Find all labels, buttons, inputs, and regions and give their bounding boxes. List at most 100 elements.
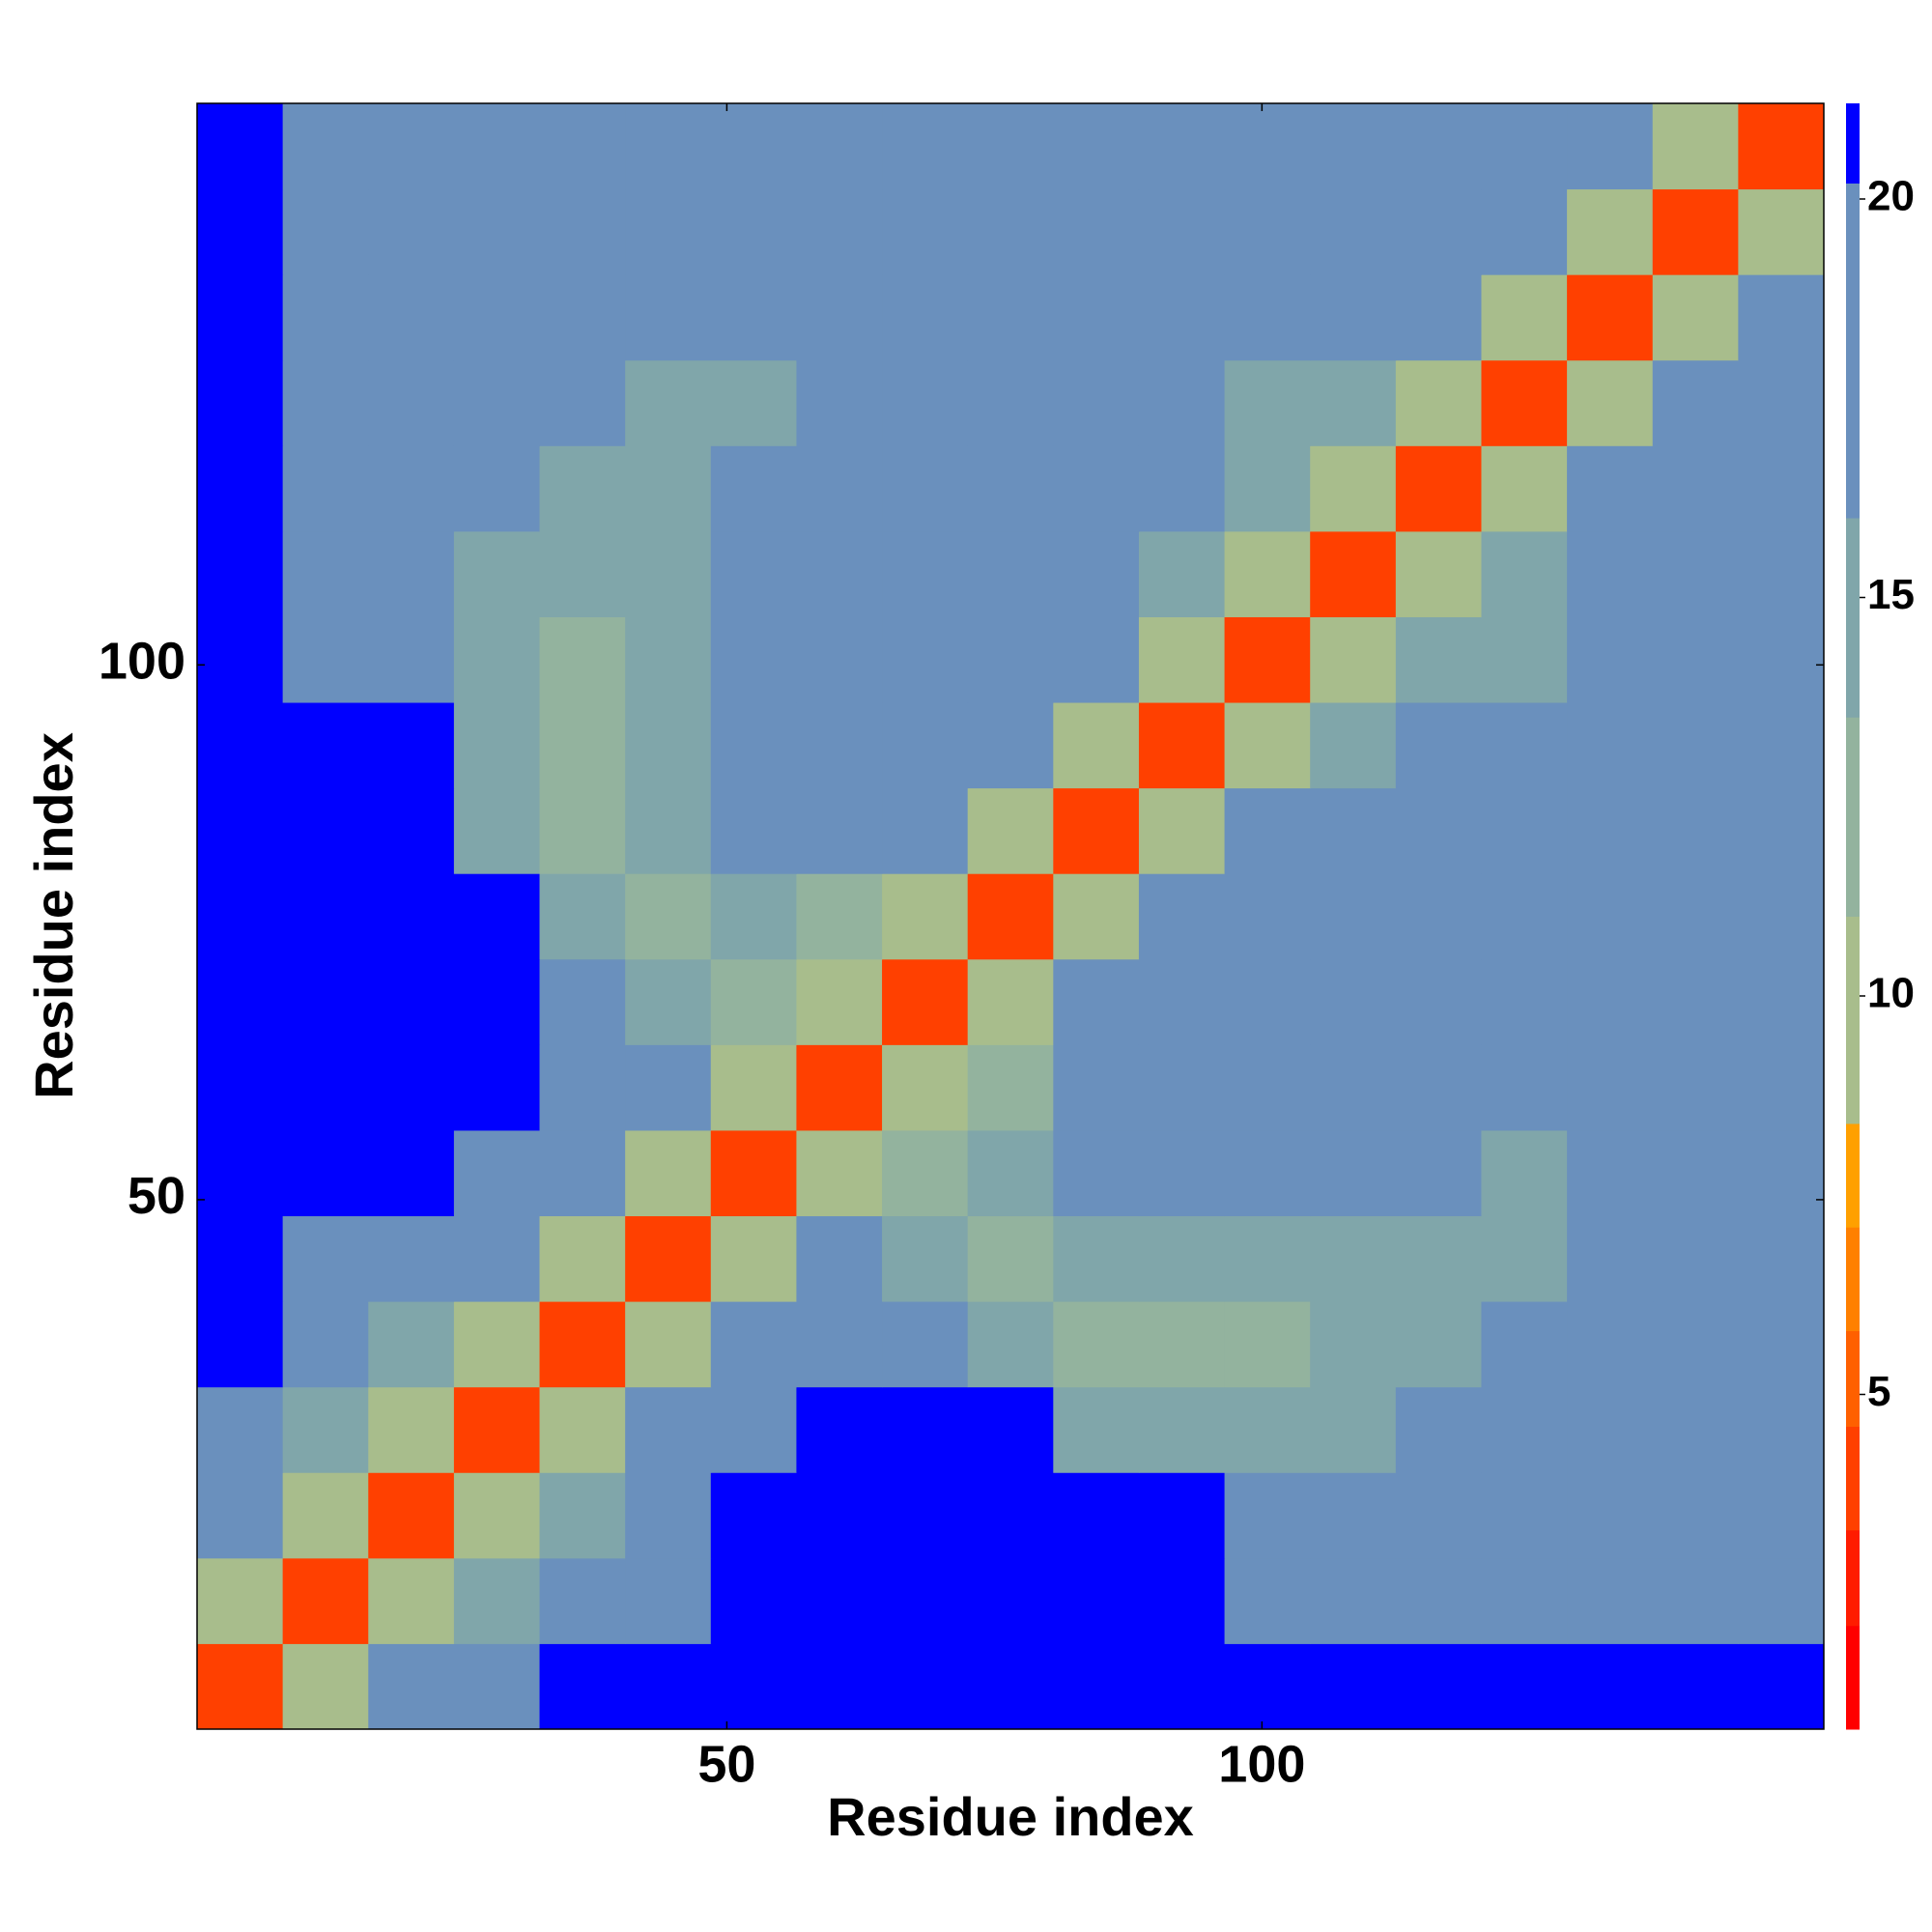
heatmap-cell [1310,787,1397,874]
heatmap-cell [882,1215,969,1302]
heatmap-cell [453,1215,541,1302]
heatmap-cell [1481,1472,1568,1559]
heatmap-cell [1652,274,1739,361]
heatmap-cell [1224,1643,1311,1730]
heatmap-cell [1224,1472,1311,1559]
heatmap-cell [1567,873,1654,960]
heatmap-cell [1481,873,1568,960]
heatmap-cell [539,1386,626,1473]
heatmap-cell [882,103,969,190]
heatmap-cell [1395,359,1482,446]
heatmap-cell [625,274,712,361]
heatmap-cell [1738,445,1825,532]
heatmap-cell [1053,274,1140,361]
heatmap-cell [1652,103,1739,190]
heatmap-cell [1395,1044,1482,1131]
heatmap-cell [197,958,284,1045]
heatmap-cell [1481,359,1568,446]
heatmap-cell [197,1215,284,1302]
heatmap-cell [539,702,626,789]
heatmap-cell [967,873,1054,960]
heatmap-cell [1138,873,1226,960]
heatmap-cell [1224,445,1311,532]
heatmap-cell [1652,359,1739,446]
heatmap-cell [967,1044,1054,1131]
heatmap-cell [625,958,712,1045]
heatmap-cell [1567,188,1654,275]
heatmap-cell [453,1129,541,1217]
heatmap-cell [1310,1386,1397,1473]
heatmap-cell [1738,1215,1825,1302]
heatmap-cell [368,873,455,960]
heatmap-cell [539,616,626,703]
heatmap-cell [1053,1557,1140,1644]
heatmap-cell [882,1557,969,1644]
heatmap-cell [967,359,1054,446]
heatmap-cell [710,445,797,532]
heatmap-cell [282,359,369,446]
heatmap-cell [710,787,797,874]
heatmap-cell [197,1044,284,1131]
heatmap-cell [539,787,626,874]
heatmap-cell [282,702,369,789]
heatmap-cell [1310,1301,1397,1388]
heatmap-cell [625,1472,712,1559]
heatmap-cell [882,1129,969,1217]
heatmap-cell [197,616,284,703]
heatmap-cell [1395,787,1482,874]
heatmap-cell [1310,1044,1397,1131]
heatmap-cell [1053,1215,1140,1302]
colorbar-band [1846,1227,1860,1331]
heatmap-cell [282,1472,369,1559]
heatmap-cell [1053,958,1140,1045]
heatmap-cell [796,1044,883,1131]
colorbar-tick-label: 15 [1867,571,1915,618]
heatmap-cell [1738,702,1825,789]
colorbar-band [1846,1625,1860,1730]
heatmap-cell [882,1643,969,1730]
heatmap-cell [1395,188,1482,275]
heatmap-cell [967,1215,1054,1302]
heatmap-cell [1481,274,1568,361]
heatmap-cell [796,445,883,532]
heatmap-cell [1138,103,1226,190]
plot-frame [196,102,1825,1730]
heatmap-cell [882,958,969,1045]
heatmap-cell [1224,702,1311,789]
heatmap-cell [796,103,883,190]
heatmap-cell [1138,787,1226,874]
heatmap-cell [1310,359,1397,446]
heatmap-cell [796,958,883,1045]
heatmap-cell [1481,1044,1568,1131]
heatmap-cell [1738,958,1825,1045]
heatmap-cell [625,1557,712,1644]
heatmap-cell [197,1643,284,1730]
heatmap-cell [967,958,1054,1045]
heatmap-cell [1310,1472,1397,1559]
heatmap-cell [1738,1386,1825,1473]
heatmap-cell [453,873,541,960]
heatmap-cell [1395,1215,1482,1302]
heatmap-cell [1224,274,1311,361]
heatmap-cell [1652,873,1739,960]
heatmap-cell [625,702,712,789]
heatmap-cell [882,530,969,617]
heatmap-cell [1738,103,1825,190]
heatmap-cell [282,873,369,960]
heatmap-cell [625,1386,712,1473]
x-tick-label: 50 [697,1735,755,1793]
heatmap-cell [368,616,455,703]
heatmap-cell [625,1044,712,1131]
heatmap-cell [1738,1472,1825,1559]
heatmap-cell [453,274,541,361]
heatmap-cell [710,103,797,190]
heatmap-cell [625,1301,712,1388]
heatmap-cell [1567,1557,1654,1644]
heatmap-cell [368,1215,455,1302]
heatmap-cell [967,787,1054,874]
heatmap-cell [882,873,969,960]
colorbar-band [1846,1330,1860,1427]
heatmap-cell [1395,530,1482,617]
heatmap-cell [368,445,455,532]
heatmap-cell [967,1301,1054,1388]
